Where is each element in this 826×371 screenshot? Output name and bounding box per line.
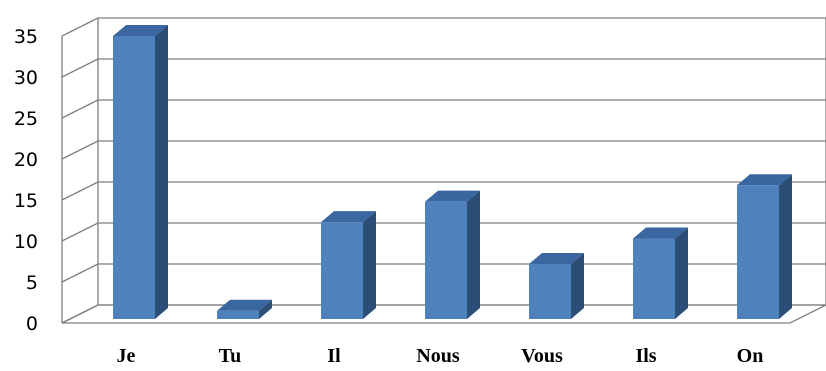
y-tick-label: 15 <box>14 190 38 212</box>
y-tick-label: 35 <box>14 26 38 48</box>
bar-side <box>467 190 480 319</box>
x-tick-label: Ils <box>635 345 656 367</box>
side-wall-line <box>61 181 99 201</box>
bar-side <box>571 252 584 319</box>
bar <box>113 36 155 319</box>
y-tick-label: 5 <box>26 272 38 294</box>
y-tick-label: 30 <box>14 67 38 89</box>
bar-side <box>155 25 168 319</box>
bar <box>737 185 779 319</box>
bar-top <box>633 227 688 239</box>
y-tick-label: 0 <box>26 313 38 335</box>
chart-floor <box>61 304 826 324</box>
y-tick-label: 25 <box>14 108 38 130</box>
x-tick-label: On <box>737 345 764 367</box>
bar <box>425 201 467 319</box>
x-tick-label: Je <box>117 345 136 367</box>
y-tick-label: 20 <box>14 149 38 171</box>
bar <box>633 238 675 319</box>
bar-top <box>217 299 272 311</box>
bar-side <box>779 174 792 319</box>
bar-side <box>363 211 376 319</box>
bar <box>217 310 259 319</box>
y-tick-label: 10 <box>14 231 38 253</box>
side-wall-line <box>61 17 99 37</box>
bar-top <box>321 211 376 223</box>
bar-top <box>113 25 168 36</box>
bar-top <box>737 174 792 186</box>
bar-side <box>675 227 688 319</box>
side-wall-line <box>61 58 99 78</box>
bar <box>529 263 571 319</box>
side-wall-line <box>61 222 99 242</box>
bar-side <box>259 299 272 319</box>
bar-top <box>425 190 480 202</box>
x-tick-label: Il <box>327 345 341 367</box>
x-tick-label: Nous <box>416 345 460 367</box>
bar <box>321 222 363 319</box>
side-wall-line <box>61 140 99 160</box>
side-wall-line <box>61 263 99 283</box>
bar-top <box>529 252 584 264</box>
x-tick-label: Tu <box>219 345 242 367</box>
x-tick-label: Vous <box>521 345 563 367</box>
side-wall-line <box>61 99 99 119</box>
